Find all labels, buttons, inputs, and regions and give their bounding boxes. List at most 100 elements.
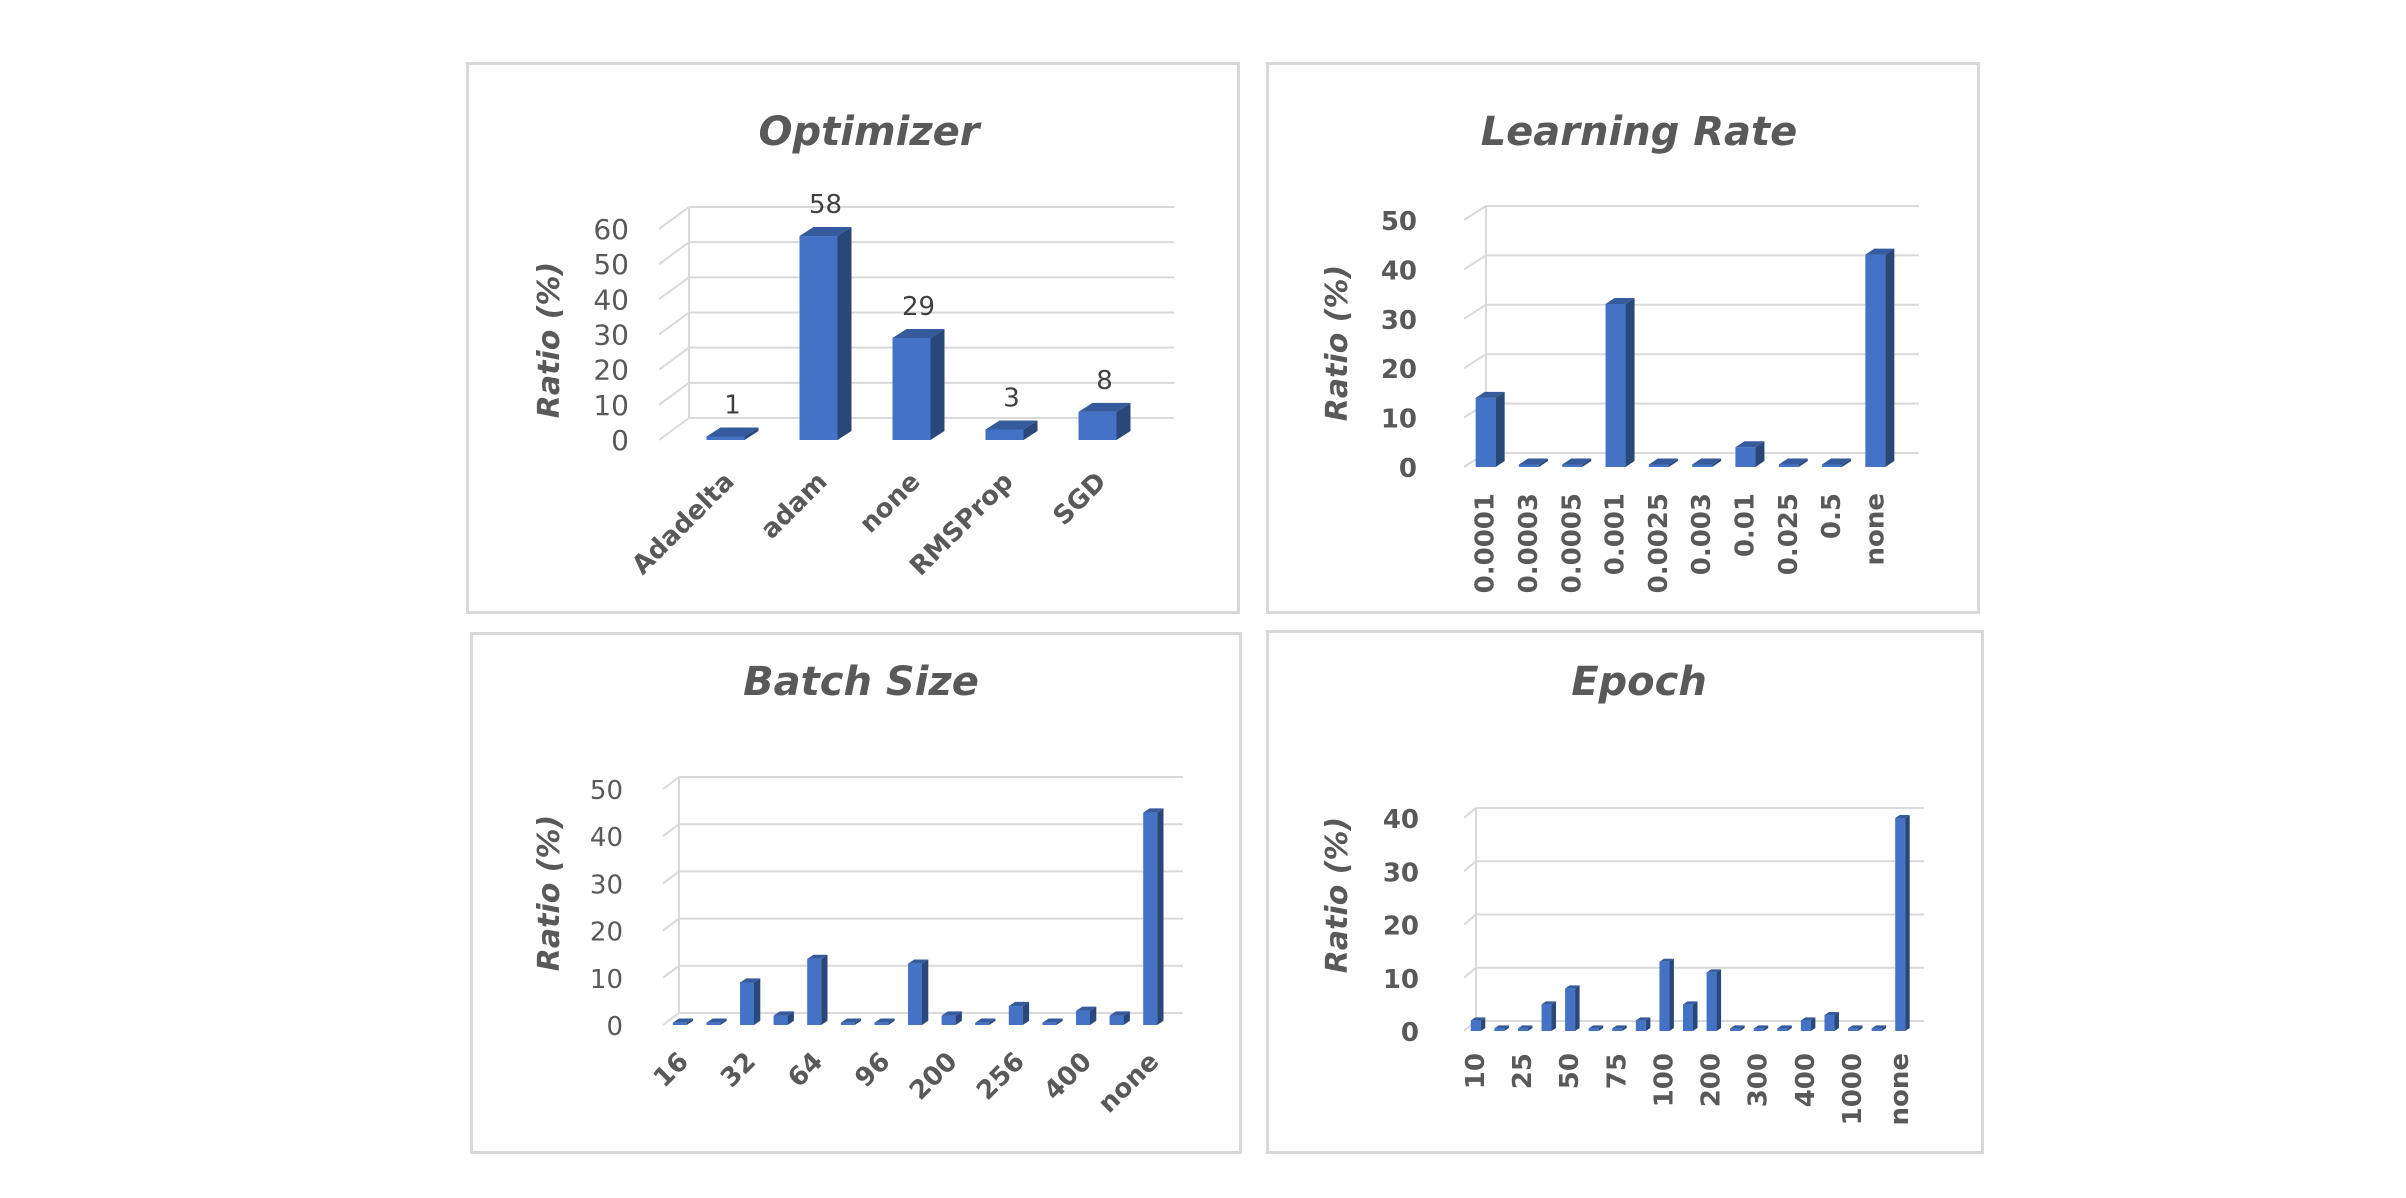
bar-side	[1090, 1006, 1097, 1025]
bar	[740, 982, 754, 1025]
learning-rate-chart: Learning Rate Ratio (%) 0 10 20 30 40 50 0.0001 0…	[1320, 109, 1919, 593]
data-label: 8	[1096, 366, 1113, 396]
bar	[1470, 1020, 1481, 1031]
bar	[1076, 1010, 1090, 1025]
bar-top	[1800, 1017, 1816, 1021]
y-tick-label: 30	[1383, 858, 1419, 888]
gridline-depth	[662, 776, 680, 790]
y-tick-label: 60	[593, 213, 629, 246]
gridline-depth	[1463, 303, 1487, 320]
bar	[892, 338, 931, 440]
gridline-depth	[662, 917, 680, 932]
bar-side	[744, 427, 759, 440]
bar-side	[1598, 1025, 1604, 1031]
gridline-depth	[1463, 353, 1487, 370]
bar-top	[1865, 248, 1895, 255]
y-tick-label: 30	[593, 319, 629, 352]
bar-side	[888, 1018, 895, 1025]
chart-title: Optimizer	[759, 109, 982, 155]
y-tick-label: 10	[1383, 965, 1419, 995]
bar-side	[1834, 1012, 1839, 1031]
y-tick-label: 40	[593, 283, 629, 316]
bar-top	[1735, 441, 1765, 448]
bar-top	[1730, 1025, 1745, 1029]
bar-side	[720, 1018, 727, 1025]
bar-side	[1022, 1001, 1030, 1025]
x-tick-label: 64	[782, 1047, 829, 1094]
bar	[1517, 1028, 1528, 1031]
x-tick-label: none	[1885, 1053, 1915, 1126]
x-tick-label: 400	[1791, 1053, 1821, 1107]
bar-side	[1123, 1011, 1130, 1025]
bar	[773, 1015, 788, 1025]
bar-top	[1143, 808, 1164, 813]
data-label: 1	[724, 390, 741, 420]
batch-size-chart: Batch Size Ratio (%) 0 10 20 30 40 50 16 32 64 96 20…	[532, 659, 1183, 1119]
bar-side	[955, 1011, 962, 1025]
bar-top	[706, 427, 759, 437]
gridline-depth	[658, 276, 690, 301]
x-tick-label: 10	[1461, 1053, 1491, 1089]
bar-side	[1625, 297, 1635, 467]
gridline-depth	[1463, 254, 1487, 271]
x-tick-label: 32	[715, 1047, 762, 1094]
bar-side	[1504, 1025, 1509, 1031]
bar-top	[799, 227, 852, 237]
x-tick-label: 100	[1649, 1053, 1679, 1107]
y-tick-label: 10	[593, 389, 629, 422]
bar-top	[1588, 1025, 1604, 1029]
gridline-depth	[662, 1012, 680, 1026]
gridline-depth	[1463, 807, 1477, 819]
bar	[1800, 1020, 1811, 1031]
x-tick-label: none	[1860, 493, 1890, 566]
bar-side	[821, 954, 828, 1025]
bar-top	[1562, 458, 1592, 465]
optimizer-chart-panel: Optimizer Ratio (%) 0 10 20 30 40 50 60 1 Adadelta…	[466, 62, 1240, 614]
x-tick-label: 0.5	[1817, 493, 1847, 539]
gridline-depth	[658, 311, 690, 336]
bar-top	[1605, 297, 1635, 304]
x-tick-label: 256	[971, 1047, 1031, 1107]
gridline-depth	[658, 206, 690, 230]
bar-top	[1470, 1017, 1486, 1021]
bar	[1078, 411, 1117, 440]
learning-rate-chart-panel: Learning Rate Ratio (%) 0 10 20 30 40 50 0.0001 0…	[1266, 62, 1980, 614]
y-tick-label: 40	[1383, 805, 1419, 835]
bar-top	[1753, 1025, 1769, 1029]
bar	[1541, 1004, 1552, 1031]
x-tick-label: 0.003	[1687, 493, 1717, 575]
bar-top	[1078, 402, 1131, 412]
epoch-chart-panel: Epoch Ratio (%) 0 10 20 30 40 10 25 50 75 100 200 300…	[1266, 630, 1984, 1154]
bar-side	[787, 1011, 794, 1025]
x-tick-label: 25	[1508, 1053, 1538, 1089]
x-tick-label: 96	[850, 1047, 897, 1094]
bar-top	[1683, 1001, 1698, 1005]
bar-top	[1494, 1025, 1509, 1029]
batch-size-chart-panel: Batch Size Ratio (%) 0 10 20 30 40 50 16 32 64 96 20…	[470, 632, 1242, 1154]
x-tick-label: 400	[1038, 1047, 1098, 1107]
bar	[1692, 464, 1713, 467]
bar	[672, 1022, 687, 1025]
bar	[1753, 1028, 1764, 1031]
x-tick-label: 0.01	[1730, 493, 1760, 557]
x-tick-label: 0.0003	[1514, 493, 1544, 593]
gridline-depth	[1463, 205, 1487, 221]
bar	[1475, 397, 1496, 467]
bar-top	[941, 1011, 962, 1016]
bar-top	[1895, 815, 1910, 818]
bar	[840, 1022, 855, 1025]
bar-top	[706, 1018, 727, 1023]
y-tick-label: 10	[590, 965, 623, 995]
y-axis-label: Ratio (%)	[1320, 265, 1355, 422]
bar	[799, 236, 838, 440]
bar-top	[1706, 969, 1722, 973]
epoch-chart: Epoch Ratio (%) 0 10 20 30 40 10 25 50 75 100 200 300…	[1320, 659, 1924, 1126]
x-tick-label: 75	[1602, 1053, 1632, 1089]
bar	[1612, 1028, 1623, 1031]
bar-side	[1885, 248, 1895, 467]
x-tick-label: 16	[648, 1047, 695, 1094]
y-tick-label: 0	[1401, 1018, 1419, 1048]
bar-top	[1109, 1011, 1130, 1016]
y-tick-label: 10	[1381, 405, 1417, 435]
gridline-depth	[658, 241, 690, 265]
